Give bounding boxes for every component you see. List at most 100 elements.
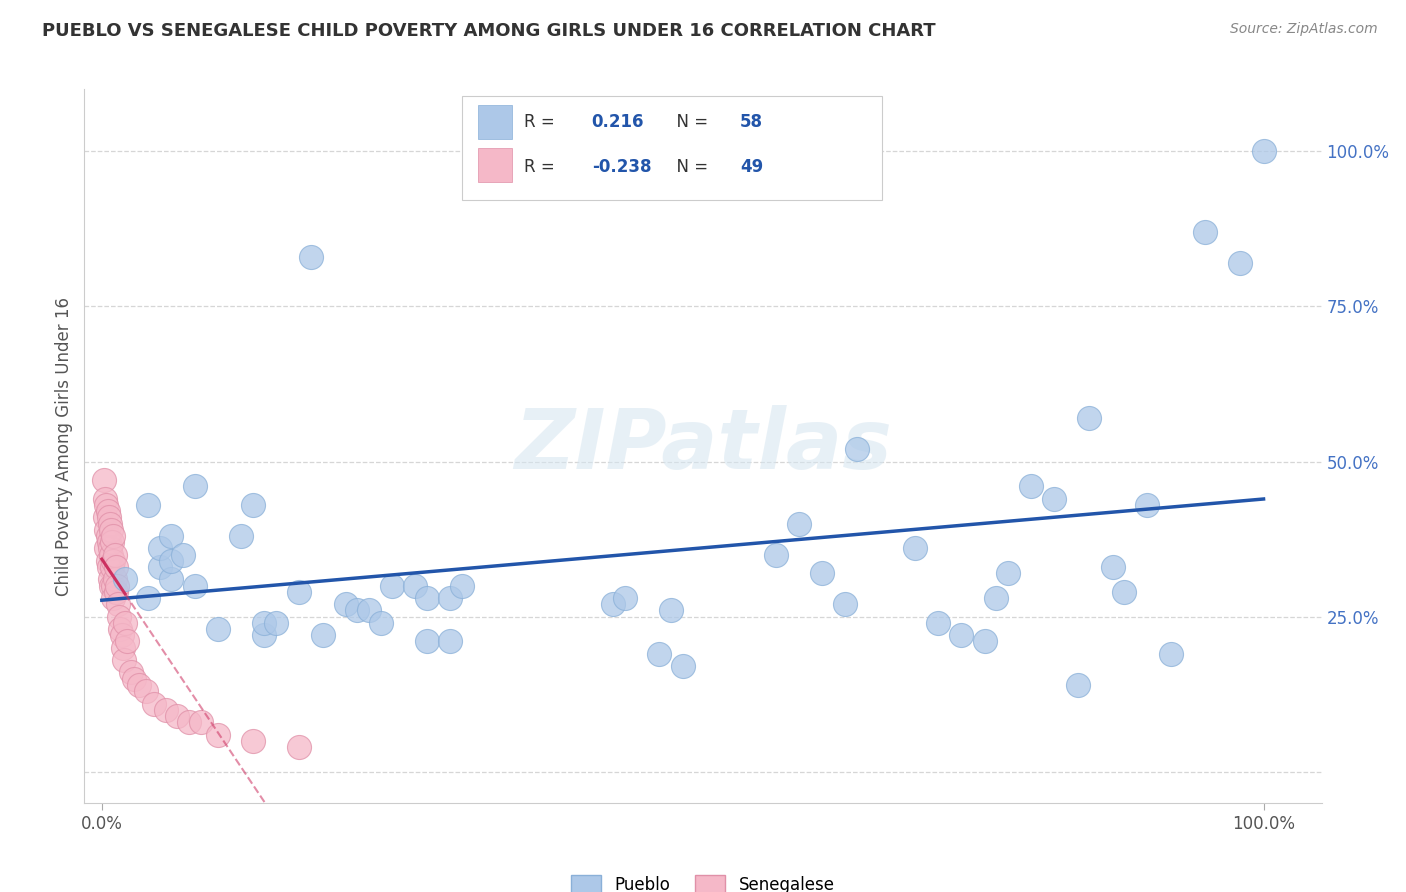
Point	[112, 653, 135, 667]
Point	[160, 529, 183, 543]
Point	[135, 684, 157, 698]
FancyBboxPatch shape	[478, 148, 512, 182]
Point	[253, 628, 276, 642]
Point	[94, 510, 117, 524]
Point	[117, 634, 139, 648]
Point	[207, 622, 229, 636]
Point	[242, 498, 264, 512]
Point	[103, 579, 125, 593]
Point	[973, 634, 995, 648]
Point	[613, 591, 636, 605]
Point	[299, 250, 322, 264]
Point	[101, 535, 124, 549]
Point	[103, 591, 125, 605]
Point	[103, 573, 125, 587]
Point	[120, 665, 142, 680]
Point	[103, 548, 125, 562]
Point	[346, 603, 368, 617]
Text: 0.216: 0.216	[592, 112, 644, 131]
Point	[107, 597, 129, 611]
Point	[100, 548, 122, 562]
Point	[160, 573, 183, 587]
Point	[357, 603, 380, 617]
Point	[97, 510, 120, 524]
Point	[105, 579, 128, 593]
Point	[97, 535, 120, 549]
Point	[439, 634, 461, 648]
Point	[659, 603, 682, 617]
Point	[950, 628, 973, 642]
FancyBboxPatch shape	[461, 96, 883, 200]
Point	[986, 591, 1008, 605]
Point	[602, 597, 624, 611]
Text: ZIPatlas: ZIPatlas	[515, 406, 891, 486]
Text: N =: N =	[666, 159, 713, 177]
Point	[183, 479, 205, 493]
Point	[160, 554, 183, 568]
Legend: Pueblo, Senegalese: Pueblo, Senegalese	[565, 868, 841, 892]
Point	[253, 615, 276, 630]
Text: PUEBLO VS SENEGALESE CHILD POVERTY AMONG GIRLS UNDER 16 CORRELATION CHART: PUEBLO VS SENEGALESE CHILD POVERTY AMONG…	[42, 22, 936, 40]
Point	[97, 560, 120, 574]
Point	[1019, 479, 1042, 493]
Point	[765, 548, 787, 562]
Point	[207, 727, 229, 741]
Text: 58: 58	[740, 112, 763, 131]
Point	[124, 672, 146, 686]
Point	[311, 628, 333, 642]
Point	[103, 554, 125, 568]
Y-axis label: Child Poverty Among Girls Under 16: Child Poverty Among Girls Under 16	[55, 296, 73, 596]
Point	[1078, 411, 1101, 425]
Point	[101, 560, 124, 574]
FancyBboxPatch shape	[478, 105, 512, 139]
Point	[155, 703, 177, 717]
Point	[451, 579, 474, 593]
Point	[104, 584, 127, 599]
Point	[404, 579, 426, 593]
Point	[114, 615, 136, 630]
Point	[904, 541, 927, 556]
Text: R =: R =	[523, 159, 560, 177]
Text: N =: N =	[666, 112, 713, 131]
Point	[416, 591, 439, 605]
Point	[845, 442, 868, 456]
Point	[288, 739, 311, 754]
Point	[96, 541, 118, 556]
Text: 49: 49	[740, 159, 763, 177]
Point	[98, 516, 121, 531]
Point	[1114, 584, 1136, 599]
Text: -0.238: -0.238	[592, 159, 651, 177]
Text: Source: ZipAtlas.com: Source: ZipAtlas.com	[1230, 22, 1378, 37]
Point	[108, 609, 131, 624]
Point	[104, 560, 127, 574]
Point	[172, 548, 194, 562]
Point	[787, 516, 810, 531]
Point	[1136, 498, 1159, 512]
Point	[100, 523, 122, 537]
Point	[143, 697, 166, 711]
Point	[1160, 647, 1182, 661]
Point	[1066, 678, 1088, 692]
Point	[288, 584, 311, 599]
Point	[96, 523, 118, 537]
Point	[242, 733, 264, 747]
Point	[97, 504, 120, 518]
Point	[94, 491, 117, 506]
Point	[648, 647, 671, 661]
Point	[811, 566, 834, 581]
Point	[93, 473, 115, 487]
Point	[96, 498, 118, 512]
Point	[98, 541, 121, 556]
Point	[177, 715, 200, 730]
Point	[110, 622, 132, 636]
Point	[370, 615, 392, 630]
Point	[264, 615, 287, 630]
Point	[1101, 560, 1123, 574]
Text: R =: R =	[523, 112, 565, 131]
Point	[136, 498, 159, 512]
Point	[672, 659, 695, 673]
Point	[103, 529, 125, 543]
Point	[416, 634, 439, 648]
Point	[97, 529, 120, 543]
Point	[166, 709, 188, 723]
